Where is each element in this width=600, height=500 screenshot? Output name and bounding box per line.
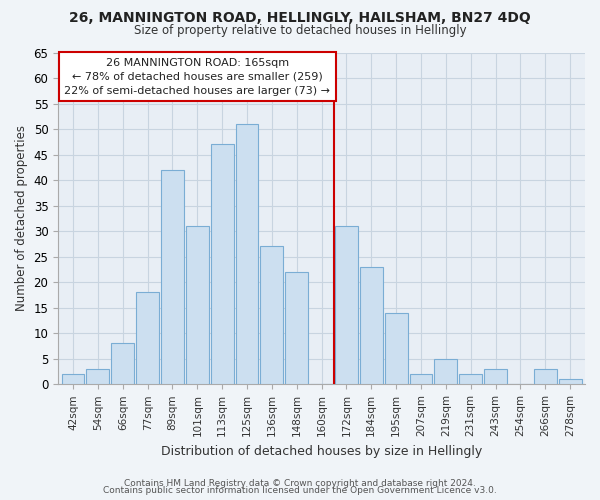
Bar xyxy=(186,226,209,384)
Bar xyxy=(360,267,383,384)
Bar xyxy=(285,272,308,384)
Bar xyxy=(161,170,184,384)
Bar xyxy=(335,226,358,384)
Text: Contains HM Land Registry data © Crown copyright and database right 2024.: Contains HM Land Registry data © Crown c… xyxy=(124,478,476,488)
Text: 26 MANNINGTON ROAD: 165sqm
← 78% of detached houses are smaller (259)
22% of sem: 26 MANNINGTON ROAD: 165sqm ← 78% of deta… xyxy=(64,58,331,96)
Y-axis label: Number of detached properties: Number of detached properties xyxy=(15,126,28,312)
Bar xyxy=(410,374,433,384)
Bar xyxy=(112,344,134,384)
Bar xyxy=(484,369,507,384)
X-axis label: Distribution of detached houses by size in Hellingly: Distribution of detached houses by size … xyxy=(161,444,482,458)
Bar xyxy=(236,124,259,384)
Bar xyxy=(136,292,159,384)
Bar xyxy=(211,144,233,384)
Bar xyxy=(260,246,283,384)
Bar xyxy=(385,313,407,384)
Bar xyxy=(86,369,109,384)
Text: 26, MANNINGTON ROAD, HELLINGLY, HAILSHAM, BN27 4DQ: 26, MANNINGTON ROAD, HELLINGLY, HAILSHAM… xyxy=(69,11,531,25)
Text: Contains public sector information licensed under the Open Government Licence v3: Contains public sector information licen… xyxy=(103,486,497,495)
Bar xyxy=(62,374,85,384)
Bar xyxy=(559,379,581,384)
Bar xyxy=(534,369,557,384)
Bar xyxy=(459,374,482,384)
Text: Size of property relative to detached houses in Hellingly: Size of property relative to detached ho… xyxy=(134,24,466,37)
Bar xyxy=(434,359,457,384)
